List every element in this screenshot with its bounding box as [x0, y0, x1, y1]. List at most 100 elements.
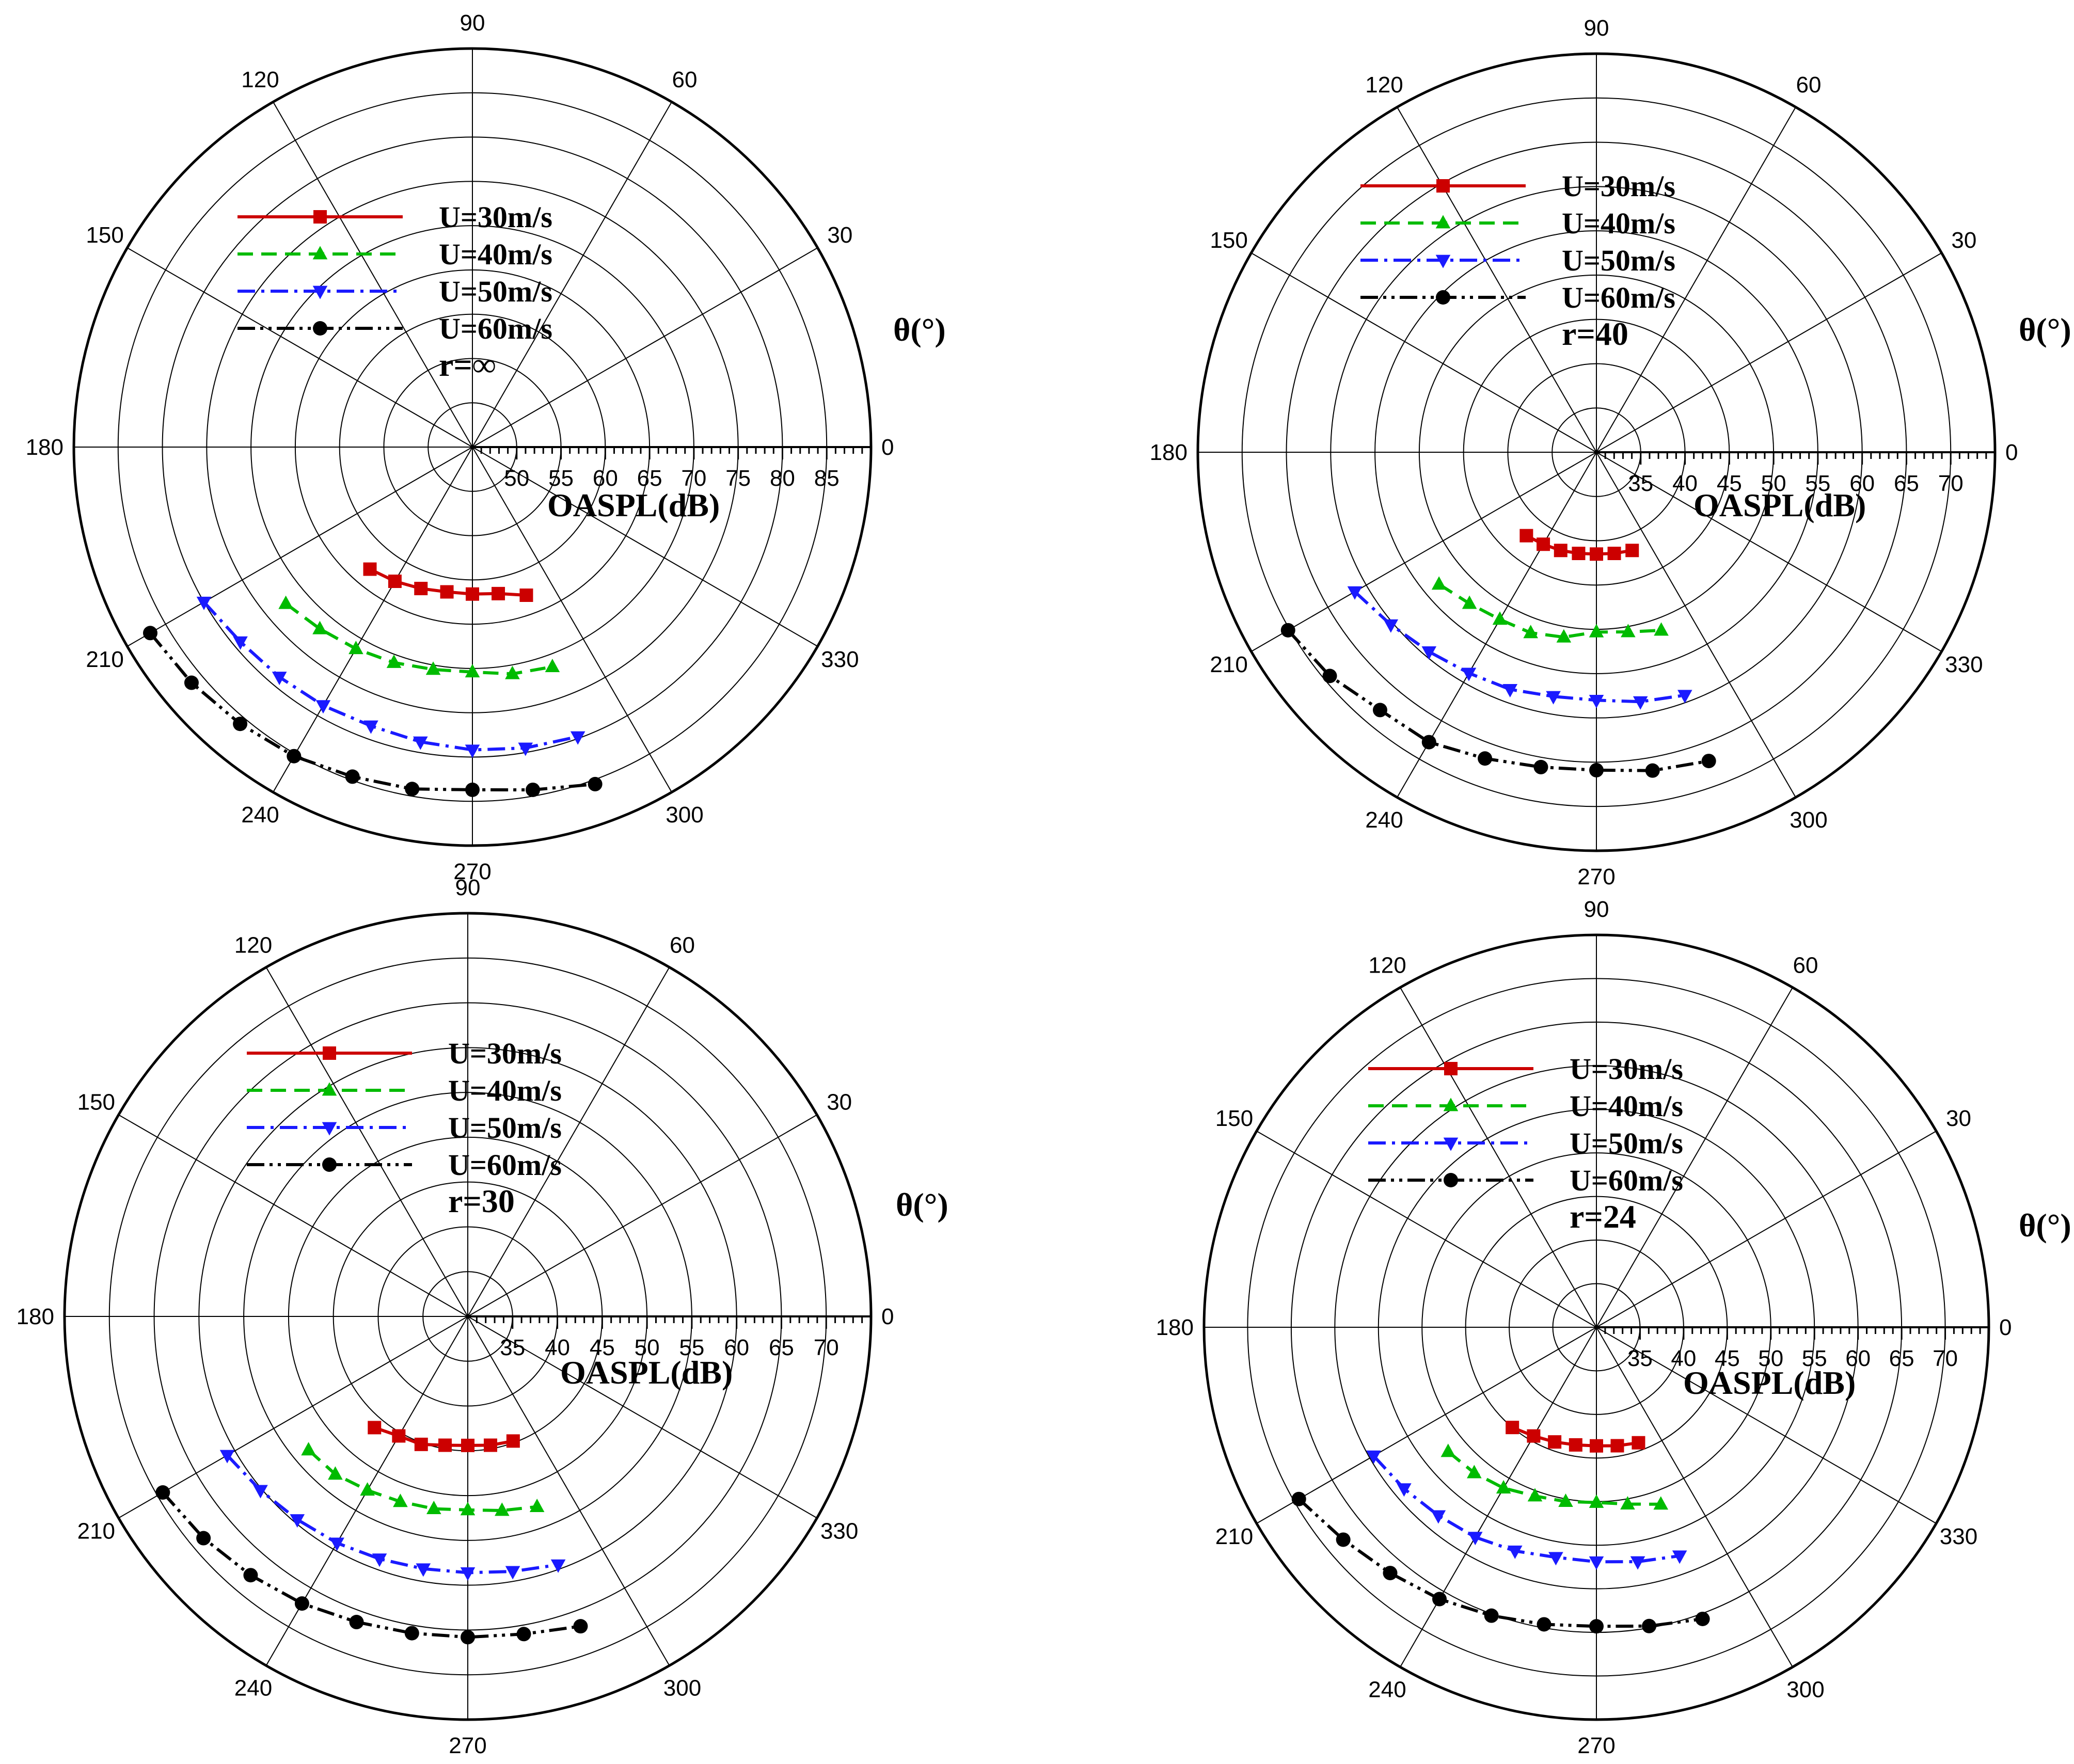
polar-chart-1: 50 55 60 65 70 75 80 85 0 30 60 90 120 150 180 210 240 27…: [26, 10, 946, 884]
grid-spoke: [1596, 106, 1796, 453]
angle-tick-label: 90: [1584, 15, 1609, 41]
angle-tick-label: 150: [1210, 228, 1247, 253]
series-U=30m/s: [1519, 529, 1639, 561]
data-point: [461, 1438, 474, 1452]
data-point: [1397, 1483, 1412, 1497]
radial-tick-label: 50: [1758, 1346, 1783, 1371]
data-point: [1527, 1488, 1543, 1502]
angle-axis-title: θ(°): [896, 1186, 948, 1223]
data-point: [526, 782, 541, 797]
series-U=40m/s: [1431, 576, 1669, 643]
legend-label: U=40m/s: [1562, 206, 1675, 240]
data-point: [1645, 763, 1660, 778]
angle-tick-label: 210: [1215, 1524, 1253, 1549]
data-point: [416, 1563, 431, 1577]
data-point: [1421, 735, 1436, 750]
grid-spoke: [273, 101, 473, 448]
angle-tick-label: 180: [26, 435, 64, 460]
angle-tick-label: 300: [663, 1676, 701, 1701]
data-point: [484, 1438, 498, 1452]
series-U=50m/s: [1366, 1450, 1687, 1570]
legend-label: U=30m/s: [439, 200, 552, 234]
data-point: [1589, 1619, 1604, 1634]
data-point: [360, 1482, 375, 1496]
legend-label: U=60m/s: [448, 1148, 562, 1182]
grid-spoke: [1596, 1327, 1937, 1524]
data-point: [404, 1626, 419, 1641]
radial-tick-label: 85: [814, 466, 840, 491]
angle-tick-label: 0: [881, 1304, 894, 1329]
data-point: [465, 744, 480, 758]
legend-marker: [313, 210, 327, 224]
angle-tick-label: 180: [17, 1304, 54, 1329]
legend-label: U=30m/s: [1570, 1052, 1683, 1086]
grid-spoke: [472, 447, 672, 793]
series-line: [307, 1449, 537, 1513]
data-point: [184, 675, 199, 690]
data-point: [465, 664, 480, 678]
data-point: [301, 1442, 316, 1456]
angle-tick-label: 60: [1793, 953, 1818, 978]
radial-tick-label: 55: [548, 466, 574, 491]
data-point: [1280, 623, 1295, 638]
grid-spoke: [126, 447, 473, 647]
data-point: [1383, 619, 1399, 633]
angle-tick-label: 90: [460, 10, 485, 36]
data-point: [460, 1502, 476, 1516]
data-point: [1695, 1611, 1710, 1626]
data-point: [573, 1619, 588, 1634]
data-point: [1523, 625, 1538, 639]
data-point: [414, 1437, 428, 1451]
grid-spoke: [467, 1316, 817, 1519]
radial-tick-label: 45: [1717, 471, 1742, 496]
angle-tick-label: 240: [1365, 807, 1403, 833]
angle-tick-label: 120: [241, 67, 279, 92]
radial-tick-label: 70: [814, 1335, 839, 1360]
legend-marker: [1443, 1098, 1459, 1111]
grid-spoke: [467, 1316, 670, 1666]
data-point: [1537, 537, 1550, 551]
data-point: [516, 1627, 531, 1642]
angle-tick-label: 0: [2005, 440, 2018, 465]
data-point: [1484, 1608, 1499, 1623]
angle-tick-label: 30: [827, 1090, 852, 1115]
data-point: [1336, 1532, 1351, 1547]
data-point: [1589, 1494, 1604, 1508]
angle-tick-label: 240: [1368, 1677, 1406, 1702]
data-point: [495, 1502, 510, 1516]
angle-tick-label: 150: [77, 1090, 115, 1115]
legend-label: U=40m/s: [448, 1074, 562, 1107]
data-point: [425, 661, 441, 675]
data-point: [1291, 1491, 1306, 1506]
data-point: [1590, 1439, 1603, 1453]
data-point: [550, 1559, 566, 1573]
data-point: [278, 595, 293, 609]
data-point: [143, 626, 157, 641]
data-point: [529, 1498, 545, 1512]
annotation: r=∞: [439, 346, 496, 383]
legend-marker: [313, 321, 327, 336]
angle-tick-label: 60: [1796, 72, 1822, 98]
data-point: [1546, 691, 1561, 705]
data-point: [272, 672, 287, 686]
angle-tick-label: 300: [1786, 1677, 1824, 1702]
legend-label: U=40m/s: [439, 237, 552, 271]
radial-tick-label: 60: [593, 466, 618, 491]
data-point: [363, 562, 377, 576]
series-line: [1438, 583, 1661, 639]
radial-tick-label: 70: [1938, 471, 1964, 496]
legend-label: U=40m/s: [1570, 1089, 1683, 1123]
angle-tick-label: 90: [455, 875, 481, 900]
radial-tick-label: 55: [1802, 1346, 1827, 1371]
data-point: [312, 621, 327, 634]
annotation: r=40: [1562, 315, 1628, 352]
data-point: [1672, 1550, 1687, 1564]
legend-label: U=50m/s: [439, 275, 552, 308]
data-point: [1519, 529, 1533, 543]
data-point: [1589, 694, 1604, 708]
angle-tick-label: 180: [1156, 1315, 1194, 1340]
grid-spoke: [1596, 452, 1942, 652]
data-point: [1554, 544, 1568, 558]
legend-marker: [1444, 1173, 1458, 1187]
